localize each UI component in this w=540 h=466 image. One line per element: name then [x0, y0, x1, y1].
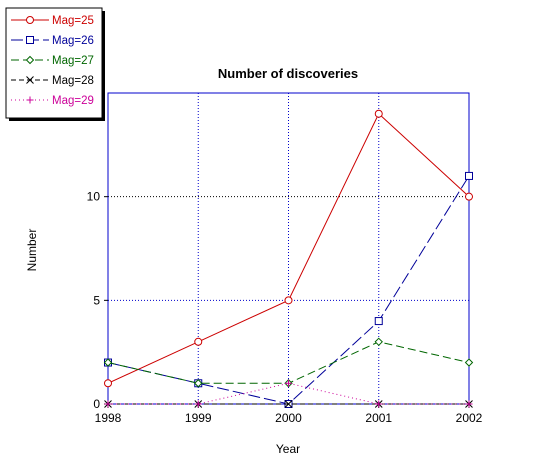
legend-marker [26, 36, 34, 44]
legend: Mag=25 Mag=26 Mag=27 Mag=28 Mag=29 [5, 7, 105, 121]
x-tick-label: 1998 [95, 411, 122, 425]
y-tick-label: 5 [93, 293, 100, 307]
data-point [103, 358, 113, 367]
series-1 [104, 109, 473, 388]
data-point [194, 379, 203, 388]
data-point [194, 337, 203, 346]
x-axis-label: Year [276, 442, 300, 456]
legend-marker [26, 16, 34, 24]
series-line [108, 382, 469, 405]
y-tick-label: 10 [87, 190, 101, 204]
legend-label: Mag=26 [52, 35, 94, 47]
series-5 [104, 379, 473, 408]
legend-label: Mag=25 [52, 15, 94, 27]
x-tick-label: 2001 [365, 411, 392, 425]
data-point [374, 109, 383, 118]
x-tick-label: 2000 [275, 411, 302, 425]
data-point [374, 337, 383, 347]
legend-label: Mag=29 [52, 95, 94, 107]
legend-label: Mag=28 [52, 75, 94, 87]
x-tick-label: 1999 [185, 411, 212, 425]
legend-box [5, 7, 103, 119]
data-point [465, 192, 473, 201]
data-point [465, 400, 473, 408]
data-point [284, 400, 293, 408]
legend-item: Mag=26 [11, 35, 94, 47]
legend-marker [25, 55, 35, 65]
data-point [465, 171, 473, 180]
legend-label: Mag=27 [52, 55, 94, 67]
legend-item: Mag=25 [11, 15, 94, 27]
y-tick-label: 0 [93, 397, 100, 411]
data-point [284, 296, 293, 305]
data-point [375, 400, 383, 408]
data-point [194, 400, 202, 408]
legend-item: Mag=27 [11, 55, 94, 67]
data-point [374, 317, 383, 326]
data-point [104, 400, 112, 408]
data-point [104, 379, 112, 388]
axes: 1998 1999 2000 2001 2002 0 5 10 [87, 92, 483, 425]
legend-marker [26, 96, 34, 104]
series-group [103, 109, 474, 408]
x-tick-label: 2002 [456, 411, 483, 425]
legend-item: Mag=28 [11, 75, 94, 87]
y-axis-label: Number [25, 229, 39, 272]
legend-marker [26, 76, 34, 84]
data-point [464, 358, 474, 367]
chart-title: Number of discoveries [218, 66, 358, 81]
data-point [285, 379, 292, 387]
legend-item: Mag=29 [11, 95, 94, 107]
